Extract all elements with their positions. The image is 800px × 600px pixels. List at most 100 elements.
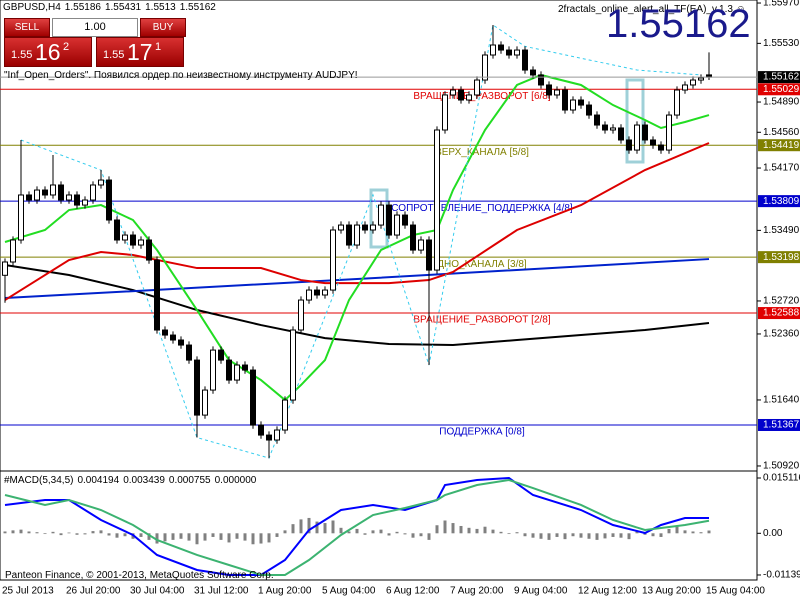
indicator-line (4, 258, 710, 300)
x-tick-label: 12 Aug 12:00 (578, 586, 637, 597)
histogram-bar (43, 533, 47, 535)
pattern-box (625, 78, 645, 164)
candle-body (610, 127, 616, 131)
histogram-bar (387, 533, 391, 536)
candle-body (570, 99, 576, 111)
candle-body (586, 104, 592, 116)
histogram-bar (691, 531, 695, 534)
indicator-line (4, 142, 710, 301)
histogram-bar (371, 530, 375, 534)
low: 1.5513 (145, 2, 176, 13)
candle-body (434, 129, 440, 271)
candle-body (98, 179, 104, 186)
level-tag (758, 139, 800, 152)
price-tag (758, 71, 800, 84)
indicator-line (4, 264, 710, 347)
candle-body (410, 224, 416, 251)
histogram-bar (411, 533, 415, 538)
histogram-bar (243, 533, 247, 541)
candle-body (114, 219, 120, 241)
histogram-bar (83, 533, 87, 535)
candle-body (178, 339, 184, 346)
price-prefix: 1.55 (11, 49, 33, 61)
level-tag (758, 251, 800, 264)
histogram-bar (355, 528, 359, 534)
candle-body (690, 79, 696, 86)
candle-body (234, 364, 240, 381)
candle-body (394, 214, 400, 236)
indicator-line (4, 73, 710, 402)
candle-body (130, 234, 136, 246)
histogram-bar (595, 533, 599, 540)
histogram-bar (35, 532, 39, 534)
buy-button[interactable]: BUY (140, 18, 186, 37)
histogram-bar (163, 533, 167, 542)
candle-body (482, 54, 488, 81)
histogram-bar (699, 532, 703, 534)
candle-body (514, 49, 520, 56)
lots-input[interactable]: 1.00 (52, 18, 138, 37)
x-tick-label: 31 Jul 12:00 (194, 586, 249, 597)
candle-body (466, 94, 472, 101)
candle-body (370, 224, 376, 231)
candle-body (578, 99, 584, 106)
x-tick-label: 26 Jul 20:00 (66, 586, 121, 597)
y-tick-label: 1.54890 (763, 97, 800, 108)
level-tag (758, 195, 800, 208)
candle-body (50, 184, 56, 196)
histogram-bar (667, 528, 671, 534)
histogram-bar (155, 533, 159, 544)
buy-price[interactable]: 1.55 17 1 (96, 37, 184, 67)
y-tick-label: 1.53490 (763, 225, 800, 236)
level-tag (758, 418, 800, 431)
sell-price[interactable]: 1.55 16 2 (4, 37, 92, 67)
price-tag-label: 1.55162 (763, 72, 800, 83)
bid-price: 1.55162 (606, 2, 751, 46)
histogram-bar (635, 531, 639, 534)
level-label: ВРАЩЕНИЕ_РАЗВОРОТ [2/8] (413, 315, 551, 326)
histogram-bar (299, 519, 303, 534)
sell-button[interactable]: SELL (4, 18, 50, 37)
candle-body (402, 214, 408, 226)
candle-body (146, 239, 152, 261)
level-tag-label: 1.55029 (763, 84, 800, 95)
histogram-bar (211, 533, 215, 537)
y-tick-label: 1.52360 (763, 329, 800, 340)
histogram-bar (619, 533, 623, 538)
candle-body (170, 334, 176, 341)
histogram-bar (499, 531, 503, 534)
candle-body (418, 239, 424, 251)
candle-body (162, 329, 168, 336)
histogram-bar (675, 526, 679, 534)
histogram-bar (611, 533, 615, 537)
candle-body (682, 84, 688, 91)
y-tick-label: 1.54560 (763, 127, 800, 138)
candle-body (282, 399, 288, 431)
candle-body (594, 114, 600, 126)
y-tick-label: 1.54170 (763, 163, 800, 174)
candle-body (194, 359, 200, 416)
level-label: СОПРОТИВЛЕНИЕ_ПОДДЕРЖКА [4/8] (391, 203, 573, 214)
indicator-name: #MACD(5,34,5) (4, 475, 74, 486)
high: 1.55431 (104, 2, 142, 13)
histogram-bar (483, 526, 487, 534)
histogram-bar (99, 530, 103, 534)
histogram-bar (107, 533, 111, 536)
histogram-bar (651, 533, 655, 537)
histogram-bar (11, 530, 15, 534)
candle-body (554, 89, 560, 96)
x-tick-label: 13 Aug 20:00 (642, 586, 701, 597)
candle-body (314, 289, 320, 296)
level-tag-label: 1.53198 (763, 252, 800, 263)
candle-body (186, 344, 192, 361)
chart-header: GBPUSD,H4 1.55186 1.55431 1.5513 1.55162 (3, 2, 220, 13)
histogram-bar (531, 533, 535, 538)
histogram-bar (507, 533, 511, 535)
y-tick-label: 1.55970 (763, 0, 800, 9)
candle-body (346, 224, 352, 246)
x-tick-label: 15 Aug 04:00 (706, 586, 765, 597)
candle-body (82, 199, 88, 206)
histogram-bar (27, 531, 31, 534)
price-pips: 17 (127, 39, 153, 65)
